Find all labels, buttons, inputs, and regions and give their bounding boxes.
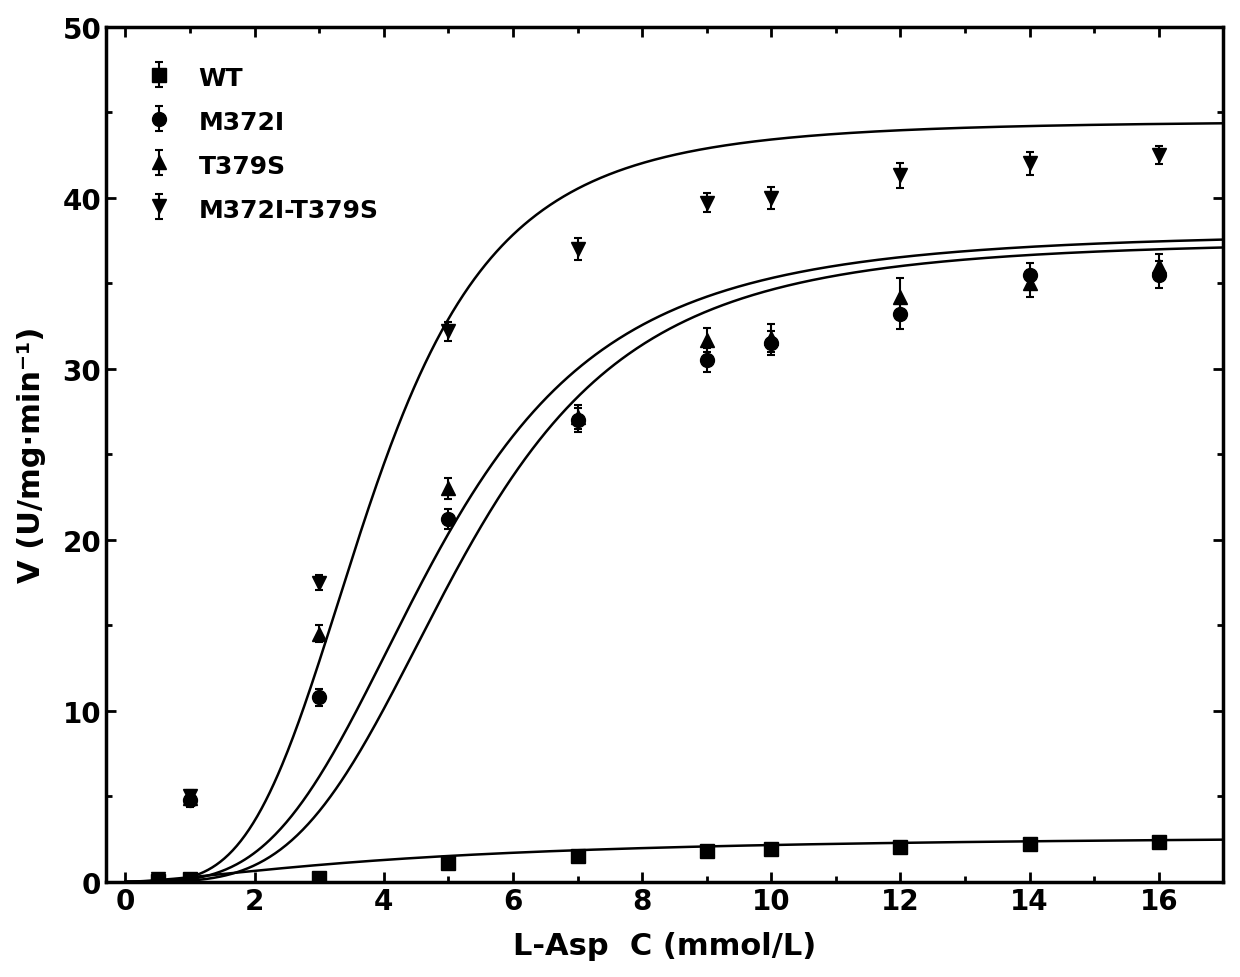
- Legend: WT, M372I, T379S, M372I-T379S: WT, M372I, T379S, M372I-T379S: [119, 40, 403, 247]
- Y-axis label: V (U/mg·min⁻¹): V (U/mg·min⁻¹): [16, 326, 46, 583]
- X-axis label: L-Asp  C (mmol/L): L-Asp C (mmol/L): [513, 931, 816, 960]
